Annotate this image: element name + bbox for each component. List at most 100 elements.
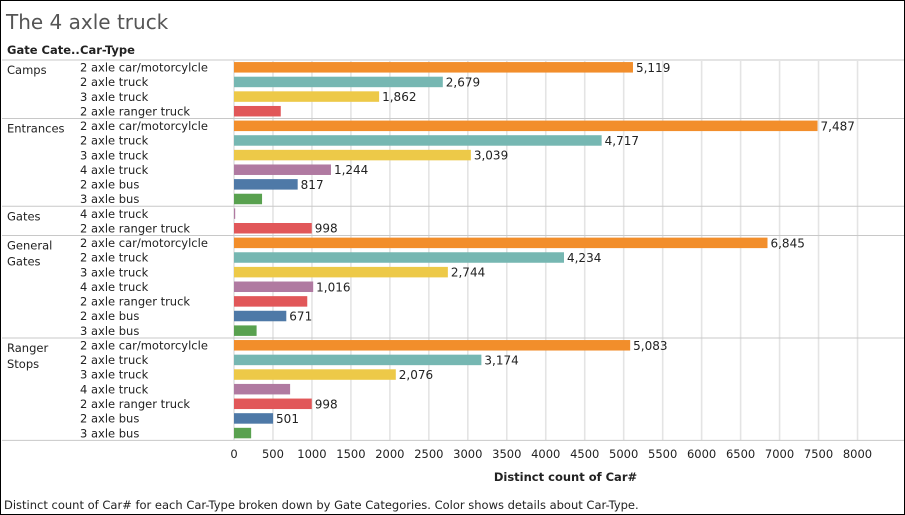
car-type-label: 4 axle truck <box>80 207 149 221</box>
car-type-label: 2 axle ranger truck <box>80 397 190 411</box>
bar <box>234 237 768 249</box>
bar <box>234 413 274 424</box>
x-tick-label: 1000 <box>297 447 326 461</box>
car-type-label: 4 axle truck <box>80 280 149 294</box>
car-type-label: 2 axle truck <box>80 134 149 148</box>
x-tick-label: 7000 <box>765 447 794 461</box>
car-type-label: 2 axle bus <box>80 178 139 192</box>
bar <box>234 281 314 293</box>
data-label: 7,487 <box>821 119 855 133</box>
car-type-label: 2 axle car/motorcylcle <box>80 61 208 75</box>
x-tick-label: 5000 <box>609 447 638 461</box>
car-type-label: 2 axle bus <box>80 309 139 323</box>
data-label: 671 <box>289 310 312 324</box>
bar <box>234 398 312 410</box>
car-type-label: 2 axle car/motorcylcle <box>80 236 208 250</box>
bar <box>234 76 443 88</box>
gate-category-label: Entrances <box>7 122 65 136</box>
car-type-label: 3 axle truck <box>80 90 149 104</box>
gate-category-label: Ranger Stops <box>7 341 48 371</box>
x-tick-label: 1500 <box>336 447 365 461</box>
data-label: 3,039 <box>474 149 508 163</box>
bar <box>234 325 257 336</box>
data-label: 4,234 <box>567 251 601 265</box>
bar <box>234 383 291 395</box>
car-type-label: 2 axle truck <box>80 75 149 89</box>
car-type-label: 3 axle bus <box>80 324 139 338</box>
bar <box>234 354 482 366</box>
x-tick-label: 4500 <box>570 447 599 461</box>
car-type-label: 3 axle truck <box>80 148 149 162</box>
data-label: 1,244 <box>334 163 368 177</box>
bar <box>234 62 633 73</box>
bar <box>234 222 312 234</box>
data-label: 4,717 <box>605 134 639 148</box>
car-type-label: 3 axle truck <box>80 368 149 382</box>
x-tick-label: 2500 <box>414 447 443 461</box>
x-tick-label: 3500 <box>492 447 521 461</box>
car-type-label: 2 axle ranger truck <box>80 104 190 118</box>
car-type-label: 2 axle car/motorcylcle <box>80 338 208 352</box>
page-title: The 4 axle truck <box>6 10 169 34</box>
bar <box>234 149 471 161</box>
bar <box>234 91 380 102</box>
data-label: 5,083 <box>633 339 667 353</box>
data-label: 501 <box>276 412 299 426</box>
data-label: 2,744 <box>451 266 485 280</box>
x-tick-label: 6500 <box>726 447 755 461</box>
row-header-gate-category: Gate Cate.. <box>7 43 80 57</box>
data-label: 1,016 <box>316 280 350 294</box>
data-label: 6,845 <box>770 236 804 250</box>
car-type-label: 3 axle bus <box>80 426 139 440</box>
gate-category-label: Camps <box>7 63 47 77</box>
x-tick-label: 3000 <box>453 447 482 461</box>
row-header-car-type: Car-Type <box>80 43 135 57</box>
data-label: 998 <box>315 397 338 411</box>
bar <box>234 266 448 278</box>
car-type-label: 2 axle truck <box>80 353 149 367</box>
data-label: 1,862 <box>382 90 416 104</box>
car-type-label: 2 axle ranger truck <box>80 221 190 235</box>
bar <box>234 296 308 307</box>
data-label: 5,119 <box>636 61 670 75</box>
x-tick-label: 7500 <box>804 447 833 461</box>
car-type-label: 3 axle truck <box>80 265 149 279</box>
x-tick-label: 8000 <box>843 447 872 461</box>
bar <box>234 427 252 439</box>
x-axis-title: Distinct count of Car# <box>494 470 637 484</box>
data-label: 817 <box>301 178 324 192</box>
chart-caption: Distinct count of Car# for each Car-Type… <box>4 498 639 512</box>
x-tick-label: 6000 <box>687 447 716 461</box>
x-tick-label: 0 <box>230 447 237 461</box>
car-type-label: 2 axle car/motorcylcle <box>80 119 208 133</box>
car-type-label: 4 axle truck <box>80 382 149 396</box>
data-label: 2,076 <box>399 368 433 382</box>
car-type-label: 3 axle bus <box>80 192 139 206</box>
bar <box>234 135 602 146</box>
bar <box>234 164 331 175</box>
bar <box>234 179 298 190</box>
x-tick-label: 4000 <box>531 447 560 461</box>
car-type-label: 2 axle bus <box>80 412 139 426</box>
bar <box>234 105 281 117</box>
car-type-label: 2 axle truck <box>80 251 149 265</box>
bar <box>234 369 396 380</box>
x-tick-label: 500 <box>262 447 284 461</box>
bar <box>234 193 263 205</box>
bar <box>234 120 818 132</box>
car-type-label: 4 axle truck <box>80 163 149 177</box>
gate-category-label: Gates <box>7 209 41 223</box>
car-type-label: 2 axle ranger truck <box>80 295 190 309</box>
bar <box>234 252 564 263</box>
bar <box>234 208 236 219</box>
gate-category-label: General Gates <box>7 239 52 269</box>
x-tick-label: 2000 <box>375 447 404 461</box>
x-tick-label: 5500 <box>648 447 677 461</box>
data-label: 3,174 <box>484 353 518 367</box>
data-label: 998 <box>315 222 338 236</box>
bar <box>234 340 631 351</box>
bar <box>234 310 287 322</box>
data-label: 2,679 <box>446 75 480 89</box>
